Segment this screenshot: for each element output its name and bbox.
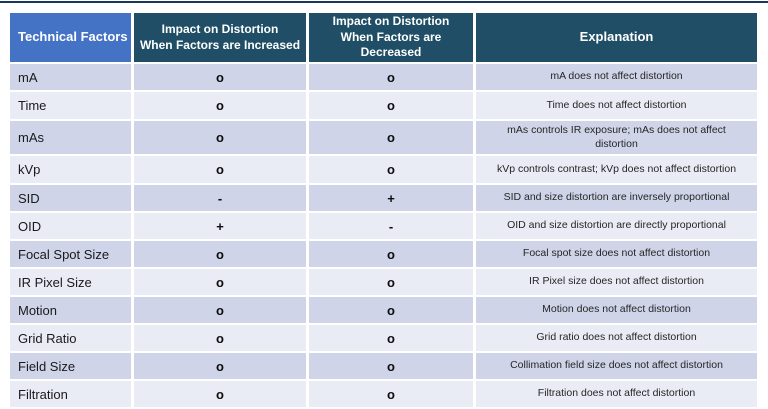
explanation-cell: OID and size distortion are directly pro…: [476, 213, 757, 239]
table-row-grid-ratio: Grid Ratio o o Grid ratio does not affec…: [10, 325, 757, 351]
decreased-impact-cell: o: [309, 121, 473, 154]
explanation-cell: kVp controls contrast; kVp does not affe…: [476, 156, 757, 183]
factor-cell: mA: [10, 64, 131, 90]
table-row-kvp: kVp o o kVp controls contrast; kVp does …: [10, 156, 757, 183]
table-row-field-size: Field Size o o Collimation field size do…: [10, 353, 757, 379]
increased-impact-cell: o: [134, 156, 306, 183]
explanation-cell: mA does not affect distortion: [476, 64, 757, 90]
header-explanation: Explanation: [476, 13, 757, 62]
factor-cell: Field Size: [10, 353, 131, 379]
table-body: mA o o mA does not affect distortion Tim…: [10, 64, 757, 407]
decreased-impact-cell: o: [309, 297, 473, 323]
decreased-impact-cell: o: [309, 325, 473, 351]
table-row-mas: mAs o o mAs controls IR exposure; mAs do…: [10, 121, 757, 154]
header-technical-factors-label: Technical Factors: [18, 29, 128, 45]
explanation-text: mAs controls IR exposure; mAs does not a…: [507, 124, 726, 150]
factor-cell: OID: [10, 213, 131, 239]
increased-impact-cell: o: [134, 353, 306, 379]
header-impact-decreased: Impact on Distortion When Factors are De…: [309, 13, 473, 62]
header-impact-increased-line2: When Factors are Increased: [139, 37, 301, 52]
increased-impact-cell: o: [134, 64, 306, 90]
decreased-impact-cell: o: [309, 381, 473, 407]
header-technical-factors: Technical Factors: [10, 13, 131, 62]
factor-cell: kVp: [10, 156, 131, 183]
decreased-impact-cell: o: [309, 92, 473, 119]
table-row-time: Time o o Time does not affect distortion: [10, 92, 757, 119]
factor-cell: SID: [10, 185, 131, 211]
increased-impact-cell: o: [134, 325, 306, 351]
increased-impact-cell: o: [134, 121, 306, 154]
explanation-cell: mAs controls IR exposure; mAs does not a…: [476, 121, 757, 154]
table-row-sid: SID - + SID and size distortion are inve…: [10, 185, 757, 211]
table-row-filtration: Filtration o o Filtration does not affec…: [10, 381, 757, 407]
decreased-impact-cell: o: [309, 64, 473, 90]
table-row-ir-pixel-size: IR Pixel Size o o IR Pixel size does not…: [10, 269, 757, 295]
technical-factors-table: Technical Factors Impact on Distortion W…: [10, 13, 757, 407]
increased-impact-cell: -: [134, 185, 306, 211]
explanation-cell: Time does not affect distortion: [476, 92, 757, 119]
decreased-impact-cell: -: [309, 213, 473, 239]
explanation-cell: Collimation field size does not affect d…: [476, 353, 757, 379]
increased-impact-cell: o: [134, 92, 306, 119]
factor-cell: Motion: [10, 297, 131, 323]
table-row-oid: OID + - OID and size distortion are dire…: [10, 213, 757, 239]
explanation-cell: Motion does not affect distortion: [476, 297, 757, 323]
factor-cell: Focal Spot Size: [10, 241, 131, 267]
header-explanation-label: Explanation: [579, 29, 654, 45]
table-row-focal-spot-size: Focal Spot Size o o Focal spot size does…: [10, 241, 757, 267]
header-impact-decreased-line2: When Factors are Decreased: [340, 29, 442, 60]
increased-impact-cell: o: [134, 297, 306, 323]
header-impact-decreased-line1: Impact on Distortion: [332, 14, 450, 29]
table-row-ma: mA o o mA does not affect distortion: [10, 64, 757, 90]
top-divider-line: [0, 1, 768, 3]
decreased-impact-cell: o: [309, 156, 473, 183]
decreased-impact-cell: o: [309, 241, 473, 267]
increased-impact-cell: o: [134, 241, 306, 267]
explanation-cell: IR Pixel size does not affect distortion: [476, 269, 757, 295]
increased-impact-cell: +: [134, 213, 306, 239]
table-header-row: Technical Factors Impact on Distortion W…: [10, 13, 757, 62]
table-row-motion: Motion o o Motion does not affect distor…: [10, 297, 757, 323]
explanation-cell: Filtration does not affect distortion: [476, 381, 757, 407]
decreased-impact-cell: o: [309, 269, 473, 295]
increased-impact-cell: o: [134, 269, 306, 295]
increased-impact-cell: o: [134, 381, 306, 407]
factor-cell: IR Pixel Size: [10, 269, 131, 295]
factor-cell: Grid Ratio: [10, 325, 131, 351]
factor-cell: Filtration: [10, 381, 131, 407]
factor-cell: Time: [10, 92, 131, 119]
header-impact-increased-line1: Impact on Distortion: [161, 21, 279, 36]
factor-cell: mAs: [10, 121, 131, 154]
explanation-cell: Grid ratio does not affect distortion: [476, 325, 757, 351]
explanation-cell: SID and size distortion are inversely pr…: [476, 185, 757, 211]
decreased-impact-cell: +: [309, 185, 473, 211]
explanation-cell: Focal spot size does not affect distorti…: [476, 241, 757, 267]
decreased-impact-cell: o: [309, 353, 473, 379]
header-impact-increased: Impact on Distortion When Factors are In…: [134, 13, 306, 62]
